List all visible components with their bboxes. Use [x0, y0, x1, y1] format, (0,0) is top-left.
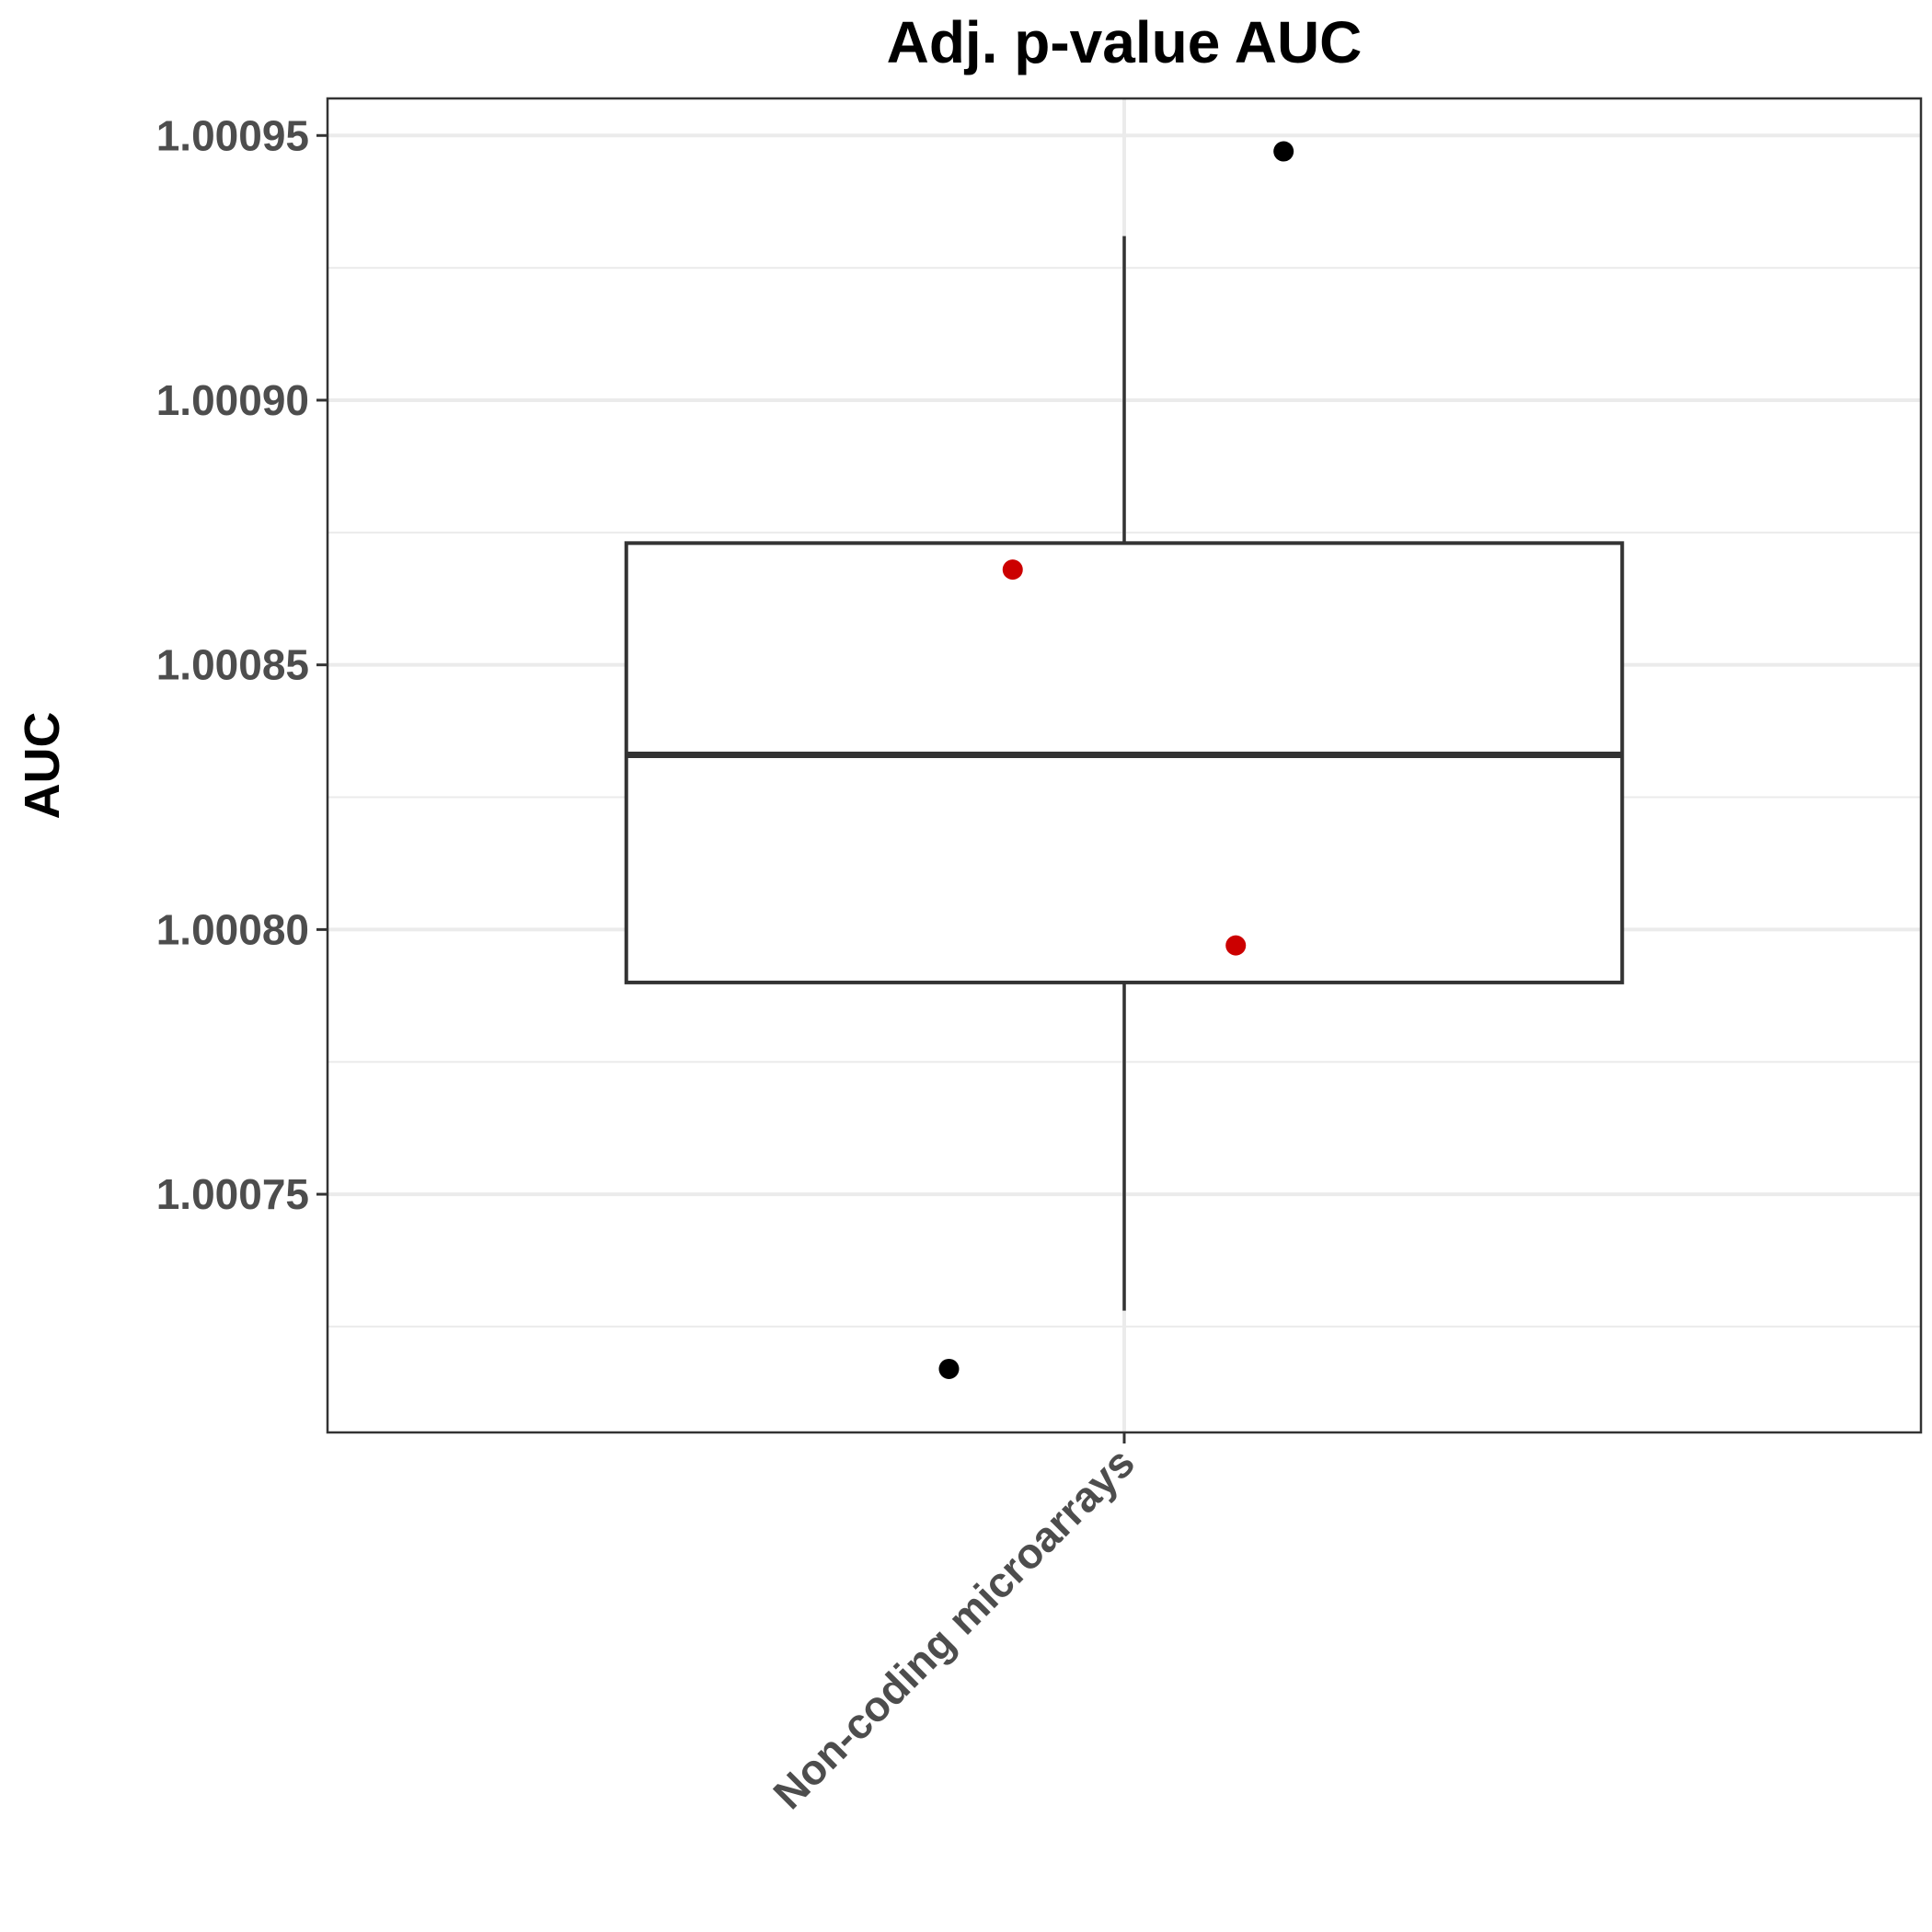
data-points	[938, 141, 1294, 1379]
y-tick-label: 1.00095	[156, 111, 309, 159]
boxes	[624, 236, 1625, 1311]
x-tick-label: Non-coding microarrays	[764, 1438, 1144, 1818]
highlight-point	[1002, 559, 1023, 581]
y-tick-label: 1.00075	[156, 1170, 309, 1218]
outlier-point	[1273, 141, 1294, 162]
y-tick-label: 1.00090	[156, 376, 309, 424]
chart-title: Adj. p-value AUC	[887, 9, 1363, 75]
y-tick-label: 1.00080	[156, 905, 309, 953]
y-tick-label: 1.00085	[156, 641, 309, 689]
box-iqr	[624, 541, 1625, 984]
highlight-point	[1225, 935, 1247, 956]
y-axis-title: AUC	[15, 712, 70, 820]
outlier-point	[938, 1358, 960, 1379]
